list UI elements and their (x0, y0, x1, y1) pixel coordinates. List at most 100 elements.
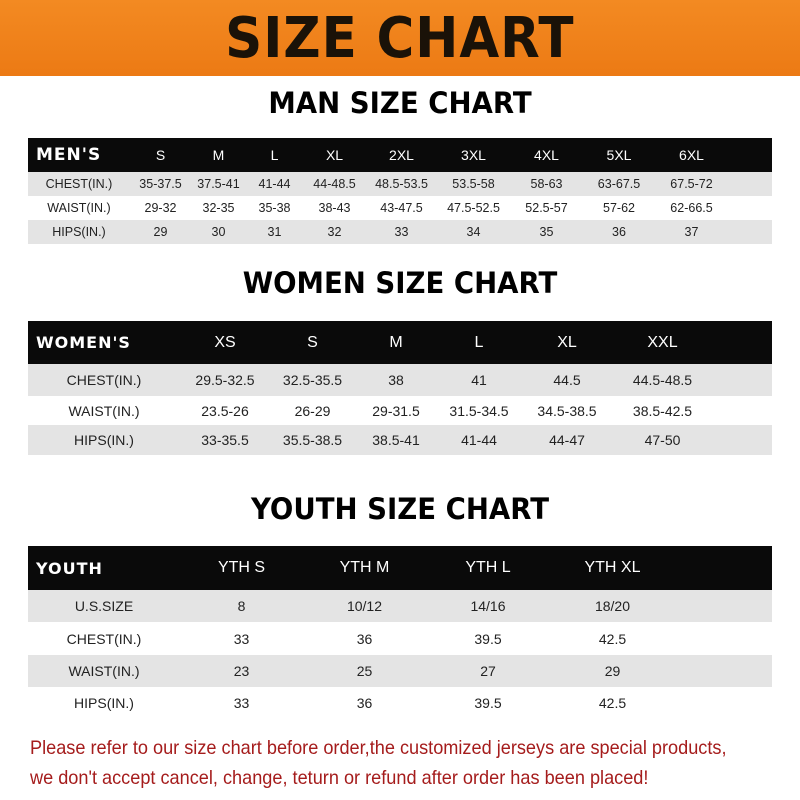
size-header: M (389, 333, 403, 351)
measure-value: 33 (394, 225, 409, 239)
size-header: 5XL (606, 147, 632, 163)
size-header: S (307, 333, 318, 351)
size-header: YTH S (217, 559, 266, 576)
measure-value: 33 (233, 695, 250, 711)
table-row: U.S.SIZE 8 10/12 14/16 18/20 (28, 590, 772, 622)
measure-label: CHEST(IN.) (66, 630, 142, 647)
measure-value: 44.5 (553, 372, 581, 388)
measure-value: 48.5-53.5 (375, 177, 428, 191)
measure-label: HIPS(IN.) (74, 695, 134, 711)
measure-value: 67.5-72 (670, 177, 713, 191)
measure-label: CHEST(IN.) (66, 372, 142, 388)
header-row: YOUTH YTH S YTH M YTH L YTH XL (28, 546, 772, 590)
measure-value: 29-32 (144, 201, 177, 215)
measure-value: 47.5-52.5 (447, 201, 500, 215)
measure-value: 39.5 (474, 695, 502, 711)
table-row: CHEST(IN.) 33 36 39.5 42.5 (28, 622, 772, 655)
measure-value: 57-62 (603, 201, 635, 215)
size-chart-banner: SIZE CHART (0, 0, 800, 76)
size-header: 6XL (679, 147, 704, 163)
measure-value: 41-44 (258, 177, 291, 191)
youth-section-title: YOUTH SIZE CHART (250, 492, 550, 526)
size-header: 4XL (534, 147, 559, 163)
measure-value: 35-38 (258, 201, 291, 215)
measure-value: 47-50 (644, 432, 681, 448)
header-row: WOMEN'S XS S M L XL XXL (28, 321, 772, 364)
measure-value: 33-35.5 (201, 432, 249, 448)
measure-value: 32-35 (202, 201, 235, 215)
measure-value: 41 (471, 372, 487, 388)
table-row: HIPS(IN.) 33-35.5 35.5-38.5 38.5-41 41-44 44-… (28, 425, 772, 455)
size-header: L (270, 147, 279, 163)
measure-value: 8 (237, 598, 246, 614)
size-header: XS (214, 333, 236, 351)
table-row: CHEST(IN.) 29.5-32.5 32.5-35.5 38 41 44.5 44.5… (28, 364, 772, 396)
measure-value: 37.5-41 (197, 177, 240, 191)
measure-value: 52.5-57 (525, 201, 568, 215)
table-row: HIPS(IN.) 33 36 39.5 42.5 (28, 687, 772, 719)
table-row: WAIST(IN.) 29-32 32-35 35-38 38-43 43-47.5 47.… (28, 196, 772, 220)
measure-label: WAIST(IN.) (47, 201, 111, 215)
measure-label: CHEST(IN.) (45, 177, 113, 191)
measure-value: 26-29 (294, 402, 331, 419)
youth-size-table: YOUTH YTH S YTH M YTH L YTH XL U.S.SIZE 8 10/12… (28, 546, 772, 719)
measure-value: 32.5-35.5 (282, 372, 343, 388)
measure-value: 18/20 (594, 598, 631, 614)
measure-value: 44.5-48.5 (632, 372, 693, 388)
size-header: XXL (647, 333, 678, 351)
measure-value: 62-66.5 (670, 201, 713, 215)
measure-value: 31.5-34.5 (449, 402, 509, 419)
table-label: YOUTH (36, 558, 103, 578)
measure-value: 58-63 (530, 177, 563, 191)
size-header: YTH M (339, 559, 390, 576)
women-size-table: WOMEN'S XS S M L XL XXL CHEST(IN.) 29.5-32.5 32.5… (28, 321, 772, 455)
measure-label: WAIST(IN.) (68, 663, 140, 679)
measure-value: 23 (233, 663, 250, 679)
table-row: WAIST(IN.) 23.5-26 26-29 29-31.5 31.5-34.5 34… (28, 396, 772, 425)
table-label: WOMEN'S (36, 333, 131, 352)
measure-value: 35-37.5 (139, 177, 182, 191)
measure-value: 32 (327, 225, 342, 239)
measure-value: 35.5-38.5 (282, 432, 343, 448)
men-section-title: MAN SIZE CHART (268, 86, 532, 120)
measure-value: 42.5 (598, 695, 627, 711)
header-row: MEN'S S M L XL 2XL 3XL 4XL 5XL 6XL (28, 138, 772, 172)
measure-value: 29-31.5 (372, 402, 420, 419)
table-label: MEN'S (36, 145, 102, 165)
size-header: YTH L (465, 559, 511, 576)
measure-value: 33 (233, 630, 250, 647)
men-size-table: MEN'S S M L XL 2XL 3XL 4XL 5XL 6XL CHEST(IN.) 35-37… (28, 138, 772, 244)
size-header: XL (557, 333, 577, 351)
measure-value: 53.5-58 (452, 177, 495, 191)
measure-label: WAIST(IN.) (68, 402, 140, 419)
banner-title: SIZE CHART (225, 5, 575, 71)
table-row: CHEST(IN.) 35-37.5 37.5-41 41-44 44-48.5 48.5… (28, 172, 772, 196)
order-notice-line-1: Please refer to our size chart before or… (30, 737, 727, 759)
size-header: 2XL (389, 147, 414, 163)
measure-value: 27 (480, 663, 496, 679)
measure-value: 31 (267, 225, 282, 239)
size-header: M (212, 147, 225, 163)
measure-value: 25 (356, 663, 373, 679)
measure-value: 42.5 (598, 630, 627, 647)
measure-value: 36 (356, 630, 373, 647)
measure-value: 23.5-26 (201, 402, 249, 419)
measure-value: 29.5-32.5 (195, 372, 255, 388)
measure-value: 44-48.5 (313, 177, 356, 191)
measure-value: 38.5-42.5 (632, 402, 693, 419)
measure-value: 38.5-41 (372, 432, 420, 448)
table-row: HIPS(IN.) 29 30 31 32 33 34 35 36 37 (28, 220, 772, 244)
measure-value: 36 (612, 225, 626, 239)
size-header: L (474, 333, 484, 351)
measure-value: 10/12 (346, 598, 383, 614)
measure-label: U.S.SIZE (74, 598, 134, 614)
women-section-title: WOMEN SIZE CHART (242, 266, 558, 300)
measure-value: 39.5 (474, 630, 502, 647)
measure-value: 29 (153, 225, 168, 239)
measure-value: 41-44 (461, 432, 497, 448)
measure-value: 43-47.5 (380, 201, 423, 215)
measure-label: HIPS(IN.) (52, 225, 106, 239)
order-notice-line-2: we don't accept cancel, change, teturn o… (30, 767, 649, 789)
measure-value: 37 (684, 225, 699, 239)
measure-value: 38 (388, 372, 404, 388)
